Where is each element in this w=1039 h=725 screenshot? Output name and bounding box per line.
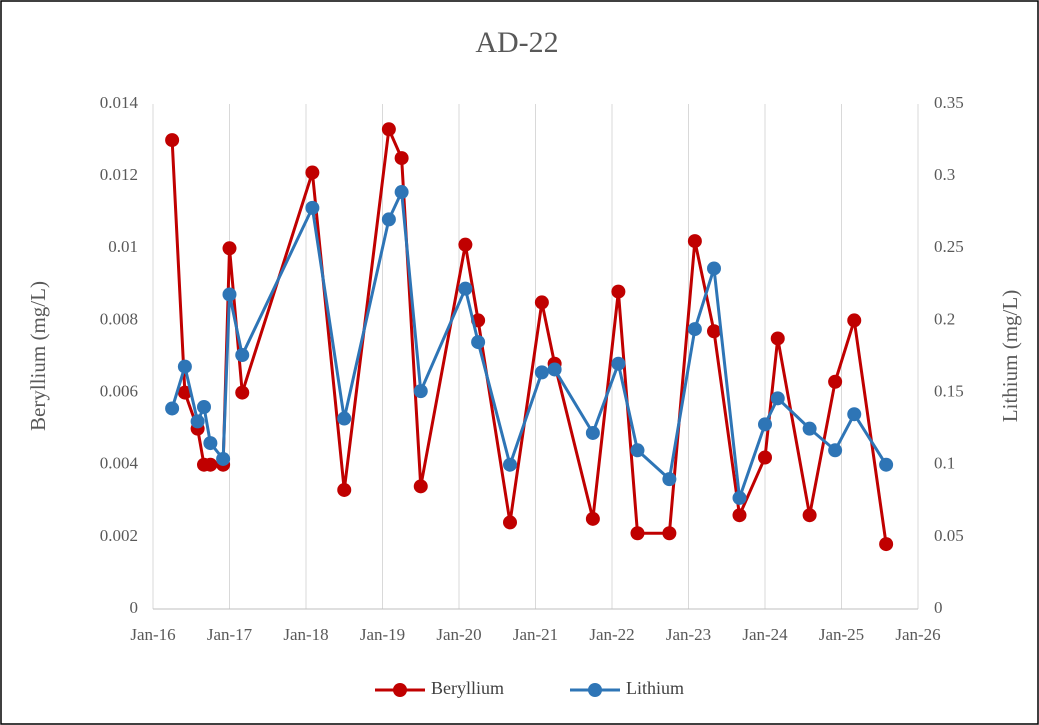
y2-tick-label: 0.2 — [934, 309, 955, 328]
data-point — [216, 451, 231, 466]
data-point — [337, 411, 352, 426]
data-point — [235, 348, 250, 363]
data-point — [413, 479, 428, 494]
data-point — [611, 284, 626, 299]
data-point — [203, 436, 218, 451]
chart-title: AD-22 — [475, 26, 558, 59]
y-tick-label: 0.008 — [100, 309, 138, 328]
y2-axis-title: Lithium (mg/L) — [998, 290, 1022, 422]
data-point — [165, 401, 180, 416]
data-point — [707, 261, 721, 276]
x-tick-label: Jan-24 — [742, 625, 788, 644]
y2-tick-label: 0.15 — [934, 381, 964, 400]
y2-tick-label: 0.25 — [934, 237, 964, 256]
y-tick-label: 0.012 — [100, 165, 138, 184]
data-point — [235, 385, 250, 400]
data-point — [534, 365, 549, 380]
x-tick-label: Jan-19 — [360, 625, 405, 644]
legend-label: Beryllium — [431, 678, 504, 698]
y-axis-title: Beryllium (mg/L) — [26, 281, 50, 431]
data-point — [732, 508, 747, 523]
data-point — [222, 241, 237, 256]
y-tick-label: 0.002 — [100, 526, 138, 545]
legend-marker — [588, 683, 602, 697]
x-tick-label: Jan-18 — [283, 625, 328, 644]
y2-tick-label: 0.35 — [934, 93, 964, 112]
data-point — [177, 359, 192, 374]
data-point — [203, 457, 218, 472]
data-point — [585, 425, 600, 440]
data-point — [662, 472, 677, 487]
data-point — [662, 526, 677, 541]
data-point — [534, 295, 549, 310]
data-point — [770, 391, 785, 406]
data-point — [458, 281, 473, 296]
data-point — [503, 457, 517, 472]
data-point — [394, 185, 409, 200]
data-point — [547, 362, 562, 377]
data-point — [802, 421, 817, 436]
data-point — [758, 450, 772, 465]
x-tick-label: Jan-16 — [130, 625, 175, 644]
legend-label: Lithium — [626, 678, 684, 698]
y-tick-label: 0.01 — [108, 237, 138, 256]
data-point — [828, 443, 843, 458]
data-point — [190, 414, 205, 429]
y-tick-label: 0.014 — [100, 93, 139, 112]
data-point — [847, 407, 862, 422]
data-point — [687, 322, 702, 337]
x-tick-label: Jan-26 — [895, 625, 940, 644]
data-point — [828, 374, 843, 389]
data-point — [222, 287, 237, 302]
y-tick-label: 0.004 — [100, 454, 139, 473]
x-tick-label: Jan-25 — [819, 625, 864, 644]
data-point — [471, 335, 486, 350]
x-tick-label: Jan-20 — [436, 625, 481, 644]
data-point — [630, 443, 645, 458]
legend-marker — [393, 683, 407, 697]
data-point — [687, 234, 702, 249]
y2-tick-label: 0 — [934, 598, 943, 617]
y2-tick-label: 0.3 — [934, 165, 955, 184]
data-point — [802, 508, 817, 523]
y-tick-label: 0.006 — [100, 381, 138, 400]
data-point — [394, 151, 409, 166]
data-point — [879, 457, 894, 472]
data-point — [305, 165, 320, 180]
data-point — [879, 537, 894, 552]
data-point — [458, 237, 473, 252]
y2-tick-label: 0.1 — [934, 454, 955, 473]
data-point — [177, 385, 192, 400]
data-point — [732, 490, 747, 505]
data-point — [381, 122, 396, 137]
x-tick-label: Jan-22 — [589, 625, 634, 644]
data-point — [611, 356, 626, 371]
data-point — [707, 324, 721, 339]
data-point — [503, 515, 517, 530]
data-point — [165, 133, 180, 148]
data-point — [630, 526, 645, 541]
data-point — [758, 417, 772, 432]
data-point — [305, 200, 320, 215]
y-tick-label: 0 — [130, 598, 139, 617]
data-point — [585, 511, 600, 526]
y2-tick-label: 0.05 — [934, 526, 964, 545]
data-point — [770, 331, 785, 346]
data-point — [381, 212, 396, 227]
x-tick-label: Jan-21 — [513, 625, 558, 644]
data-point — [413, 384, 428, 399]
data-point — [197, 400, 211, 414]
x-tick-label: Jan-23 — [666, 625, 711, 644]
data-point — [337, 482, 352, 497]
x-tick-label: Jan-17 — [207, 625, 253, 644]
data-point — [847, 313, 862, 328]
